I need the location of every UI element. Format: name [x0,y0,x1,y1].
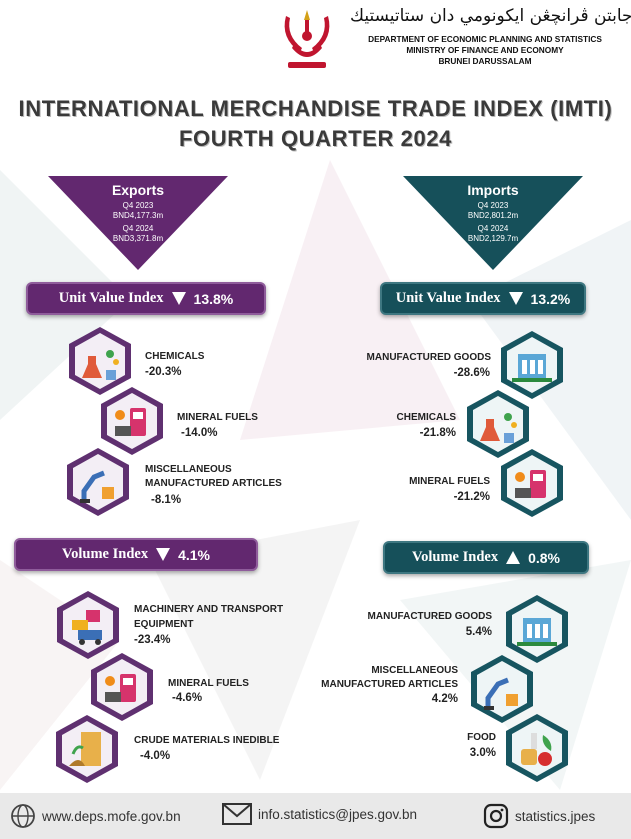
imports-vol-item-2-name-line1: MISCELLANEOUS [371,665,458,676]
imports-unit-value-index-label: Unit Value Index [395,290,501,306]
country-name: BRUNEI DARUSSALAM [438,56,532,66]
exports-vol-item-1-name-line1: MACHINERY AND TRANSPORT [134,604,284,615]
footer-instagram[interactable]: statistics.jpes [483,803,595,829]
exports-uv-item-3-value: -8.1% [151,494,182,506]
exports-vol-item-1-value: -23.4% [134,634,171,646]
exports-uv-item-2-name: MINERAL FUELS [177,412,258,423]
imports-vol-item-1-value: 5.4% [465,626,492,638]
imports-q-curr-label: Q4 2024 [477,224,509,233]
imports-q-prev-value: BND2,801.2m [467,211,519,220]
exports-uv-item-1-value: -20.3% [145,366,182,378]
exports-vol-item-1-name-line2: EQUIPMENT [134,619,194,630]
exports-summary-triangle: Exports Q4 2023 BND4,177.3m Q4 2024 BND3… [48,176,228,270]
footer: www.deps.mofe.gov.bn info.statistics@jpe… [0,793,631,839]
email-link[interactable]: info.statistics@jpes.gov.bn [258,806,418,822]
imports-uv-item-2-name: CHEMICALS [396,412,456,423]
exports-unit-value-index-value: 13.8% [193,290,234,307]
down-arrow-icon [508,292,523,305]
email-icon [222,803,252,825]
page-title: INTERNATIONAL MERCHANDISE TRADE INDEX (I… [18,96,613,121]
exports-volume-index-bar: Volume Index 4.1% [14,538,258,571]
exports-heading: Exports [111,182,165,198]
chemicals-icon [467,390,529,458]
chemicals-icon [69,327,131,395]
exports-q-curr-label: Q4 2024 [122,224,154,233]
imports-unit-value-index-bar: Unit Value Index 13.2% [380,282,586,315]
imports-vol-item-3-name: FOOD [467,732,496,743]
exports-uv-item-1-name: CHEMICALS [145,351,205,362]
imports-q-prev-label: Q4 2023 [477,201,509,210]
exports-volume-index-value: 4.1% [178,546,210,563]
imports-q-curr-value: BND2,129.7m [467,234,519,243]
imports-uv-item-3-value: -21.2% [453,491,490,503]
imports-uv-item-2-value: -21.8% [419,427,456,439]
down-arrow-icon [156,548,171,561]
footer-email[interactable]: info.statistics@jpes.gov.bn [222,803,417,825]
exports-vol-item-2-name: MINERAL FUELS [168,678,249,689]
department-jawi-name: جابتن ڤرانچڠن ايكونومي دان ستاتيستيك [350,6,631,26]
down-arrow-icon [171,292,186,305]
food-icon [506,714,568,782]
ministry-name: MINISTRY OF FINANCE AND ECONOMY [406,45,564,55]
robot-arm-icon [471,655,533,723]
footer-website[interactable]: www.deps.mofe.gov.bn [10,803,181,829]
imports-vol-item-3-value: 3.0% [469,747,496,759]
imports-uv-item-1-name: MANUFACTURED GOODS [366,352,491,363]
factory-icon [506,595,568,663]
fuel-pump-icon [91,653,153,721]
exports-vol-item-3-name: CRUDE MATERIALS INEDIBLE [134,735,280,746]
instagram-icon [483,803,509,829]
exports-uv-item-2-value: -14.0% [181,427,218,439]
department-name: DEPARTMENT OF ECONOMIC PLANNING AND STAT… [368,34,602,44]
department-name-block: DEPARTMENT OF ECONOMIC PLANNING AND STAT… [350,34,620,67]
exports-unit-value-index-label: Unit Value Index [58,290,164,306]
factory-icon [501,331,563,399]
up-arrow-icon [506,551,521,564]
imports-uv-item-1-value: -28.6% [453,367,490,379]
imports-vol-item-2-name-line2: MANUFACTURED ARTICLES [321,679,458,690]
imports-summary-triangle: Imports Q4 2023 BND2,801.2m Q4 2024 BND2… [403,176,583,270]
brunei-crest-icon [284,10,330,68]
imports-volume-index-label: Volume Index [411,549,499,565]
exports-q-prev-value: BND4,177.3m [112,211,164,220]
robot-arm-icon [67,448,129,516]
imports-vol-item-2-value: 4.2% [431,693,458,705]
crude-materials-icon [56,715,118,783]
page-subtitle: FOURTH QUARTER 2024 [179,126,452,151]
machinery-icon [57,591,119,659]
exports-uv-item-3-name-line1: MISCELLANEOUS [145,464,232,475]
exports-unit-value-index-bar: Unit Value Index 13.8% [26,282,266,315]
imports-unit-value-index-value: 13.2% [530,290,571,307]
website-link[interactable]: www.deps.mofe.gov.bn [42,808,181,824]
exports-vol-item-2-value: -4.6% [172,692,203,704]
imports-vol-item-1-name: MANUFACTURED GOODS [367,611,492,622]
imports-uv-item-3-name: MINERAL FUELS [409,476,490,487]
exports-uv-item-3-name-line2: MANUFACTURED ARTICLES [145,478,282,489]
fuel-pump-icon [501,449,563,517]
exports-q-curr-value: BND3,371.8m [112,234,164,243]
imports-volume-index-bar: Volume Index 0.8% [383,541,589,574]
globe-icon [11,804,35,828]
exports-q-prev-label: Q4 2023 [122,201,154,210]
instagram-handle[interactable]: statistics.jpes [515,808,596,824]
exports-vol-item-3-value: -4.0% [140,750,171,762]
imports-volume-index-value: 0.8% [528,549,560,566]
fuel-pump-icon [101,387,163,455]
exports-volume-index-label: Volume Index [61,546,149,562]
imports-heading: Imports [467,182,519,198]
